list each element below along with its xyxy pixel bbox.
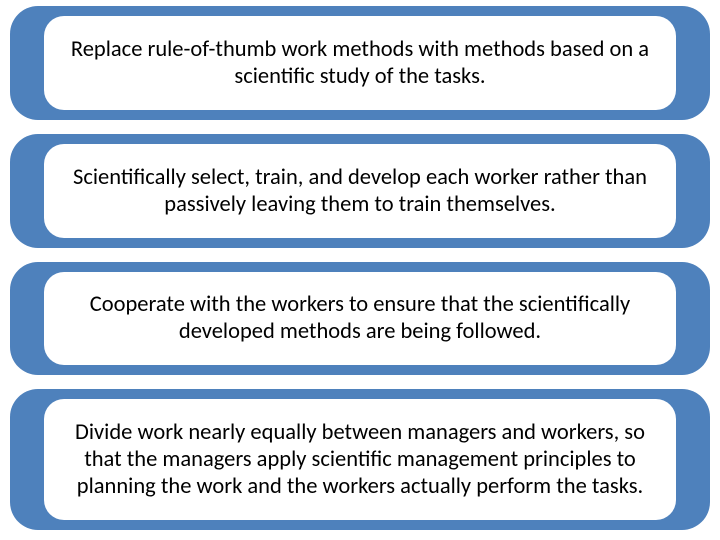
- principle-text-1: Replace rule-of-thumb work methods with …: [66, 36, 654, 90]
- principle-card-3-inner: Cooperate with the workers to ensure tha…: [44, 272, 676, 366]
- principle-card-1: Replace rule-of-thumb work methods with …: [10, 6, 710, 120]
- principle-text-3: Cooperate with the workers to ensure tha…: [66, 291, 654, 345]
- principle-card-2: Scientifically select, train, and develo…: [10, 134, 710, 248]
- principle-card-4-inner: Divide work nearly equally between manag…: [44, 399, 676, 520]
- principle-text-4: Divide work nearly equally between manag…: [66, 419, 654, 500]
- principle-card-4: Divide work nearly equally between manag…: [10, 389, 710, 530]
- principle-text-2: Scientifically select, train, and develo…: [66, 164, 654, 218]
- principle-card-3: Cooperate with the workers to ensure tha…: [10, 262, 710, 376]
- principle-card-1-inner: Replace rule-of-thumb work methods with …: [44, 16, 676, 110]
- principle-card-2-inner: Scientifically select, train, and develo…: [44, 144, 676, 238]
